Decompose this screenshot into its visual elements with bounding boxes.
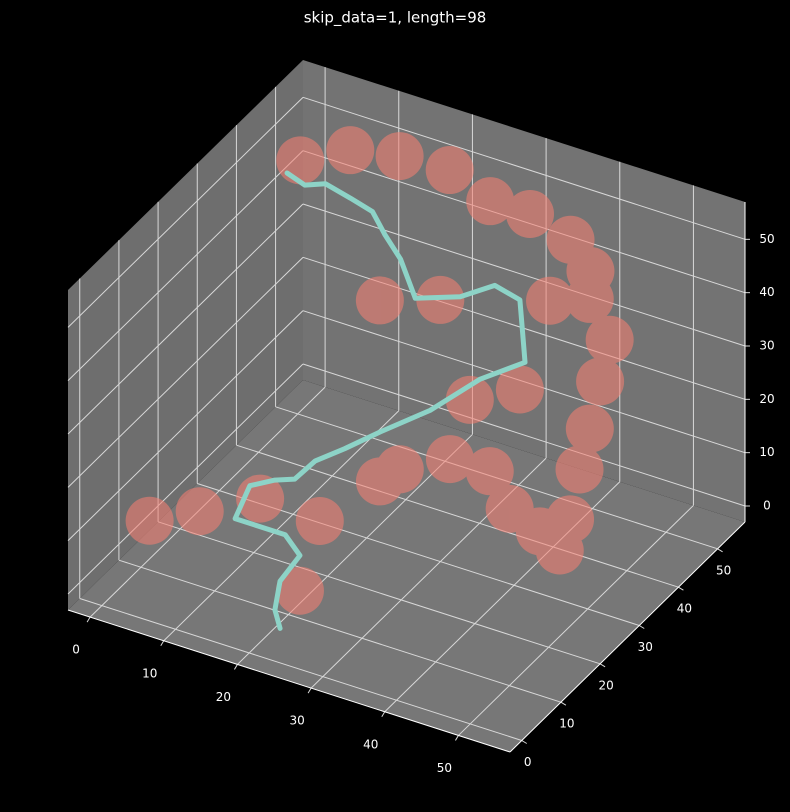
trajectory-line bbox=[232, 170, 528, 631]
y-tick-label: 30 bbox=[638, 640, 653, 654]
x-tick-label: 10 bbox=[142, 666, 157, 680]
scatter-point bbox=[506, 189, 555, 238]
grid-line bbox=[67, 310, 304, 542]
scatter-point bbox=[555, 445, 604, 494]
scatter-point bbox=[275, 566, 324, 615]
grid-line bbox=[157, 521, 601, 665]
y-tick-label: 40 bbox=[677, 602, 692, 616]
axis-line bbox=[509, 521, 746, 753]
tick-mark bbox=[307, 687, 312, 694]
x-tick-label: 30 bbox=[289, 714, 304, 728]
grid-line bbox=[118, 559, 562, 703]
z-tick-label: 0 bbox=[763, 499, 771, 513]
left-pane bbox=[68, 60, 303, 610]
scatter-point bbox=[175, 487, 224, 536]
z-tick-label: 10 bbox=[759, 445, 774, 459]
tick-mark bbox=[599, 663, 606, 668]
scatter-point bbox=[565, 404, 614, 453]
scatter-point bbox=[355, 276, 404, 325]
grid-line bbox=[302, 96, 746, 240]
x-tick-label: 0 bbox=[72, 643, 80, 657]
x-tick-label: 20 bbox=[216, 690, 231, 704]
scatter-point bbox=[485, 484, 534, 533]
grid-line bbox=[302, 363, 746, 507]
scatter-point bbox=[585, 315, 634, 364]
scatter-point bbox=[425, 146, 474, 195]
scatter-point bbox=[465, 447, 514, 496]
tick-mark bbox=[560, 701, 567, 706]
scatter-point bbox=[445, 375, 494, 424]
grid-line bbox=[67, 203, 304, 435]
scatter-point bbox=[355, 457, 404, 506]
grid-line bbox=[67, 150, 304, 382]
z-tick-label: 40 bbox=[759, 285, 774, 299]
grid-line bbox=[302, 203, 746, 347]
chart-title: skip_data=1, length=98 bbox=[304, 9, 487, 28]
scatter-point bbox=[576, 357, 625, 406]
tick-mark bbox=[381, 711, 386, 718]
tick-mark bbox=[717, 548, 723, 553]
grid-line bbox=[67, 96, 304, 328]
grid-line bbox=[458, 505, 694, 736]
z-tick-label: 20 bbox=[759, 392, 774, 406]
grid-line bbox=[67, 363, 304, 595]
x-tick-label: 50 bbox=[437, 761, 452, 775]
tick-mark bbox=[234, 664, 238, 670]
scatter-point bbox=[565, 274, 614, 323]
grid-line bbox=[79, 598, 522, 741]
y-tick-label: 50 bbox=[716, 563, 731, 577]
scatter-point bbox=[125, 496, 174, 545]
x-tick-label: 40 bbox=[363, 737, 378, 751]
scatter-point bbox=[425, 435, 474, 484]
tick-mark bbox=[521, 740, 528, 744]
scatter-point bbox=[416, 275, 465, 324]
tick-mark bbox=[160, 640, 165, 647]
scatter-point bbox=[375, 132, 424, 181]
tick-mark bbox=[678, 586, 684, 591]
z-tick-label: 30 bbox=[759, 339, 774, 353]
axis-line bbox=[67, 609, 511, 753]
y-tick-label: 10 bbox=[559, 717, 574, 731]
tick-mark bbox=[638, 625, 645, 629]
y-tick-label: 20 bbox=[598, 678, 613, 692]
y-tick-label: 0 bbox=[524, 755, 532, 769]
scatter-point bbox=[326, 126, 375, 175]
scatter-point bbox=[466, 177, 515, 226]
grid-line bbox=[67, 256, 304, 488]
z-tick-label: 50 bbox=[759, 232, 774, 246]
scatter-point bbox=[295, 496, 344, 545]
grid-line bbox=[163, 410, 400, 642]
scatter-point bbox=[495, 365, 544, 414]
scatter-point bbox=[526, 276, 575, 325]
tick-mark bbox=[86, 616, 91, 623]
scatter-point bbox=[276, 136, 325, 185]
tick-mark bbox=[455, 735, 459, 741]
